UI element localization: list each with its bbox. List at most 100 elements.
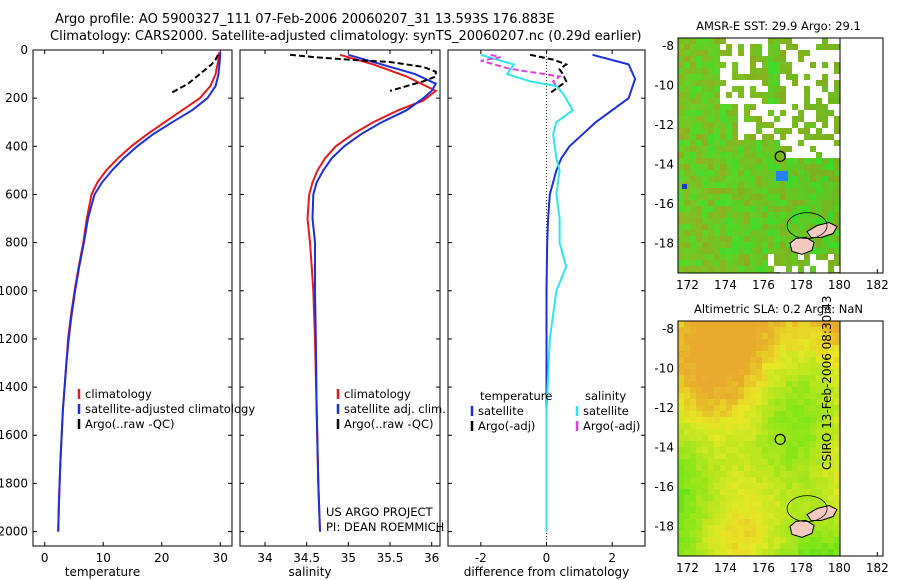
- sst-map-cell: [816, 182, 822, 188]
- sst-map-cell: [798, 80, 804, 86]
- sla-map-cell: [690, 411, 696, 417]
- sst-map-cell: [744, 86, 750, 92]
- sst-map-cell: [702, 44, 708, 50]
- sla-map-cell: [732, 471, 738, 477]
- sla-map-cell: [828, 333, 834, 339]
- sst-map-cell: [690, 182, 696, 188]
- sla-map-cell: [828, 429, 834, 435]
- sla-map-cell: [684, 387, 690, 393]
- sla-map-ytick-label: -14: [654, 440, 674, 454]
- sst-map-cell: [816, 116, 822, 122]
- sla-map-cell: [702, 429, 708, 435]
- sla-map-cell: [684, 489, 690, 495]
- sla-map-cell: [834, 531, 840, 537]
- sla-map-cell: [798, 369, 804, 375]
- sla-map-cell: [786, 501, 792, 507]
- sla-map-cell: [756, 411, 762, 417]
- sla-map-cell: [780, 531, 786, 537]
- sst-map-cell: [744, 236, 750, 242]
- sst-map-cell: [834, 164, 840, 170]
- sla-map-cell: [750, 345, 756, 351]
- sla-map-cell: [768, 399, 774, 405]
- sla-map-cell: [738, 327, 744, 333]
- sst-map-cell: [690, 266, 696, 272]
- sst-map-cell: [828, 266, 834, 272]
- sla-map-cell: [684, 417, 690, 423]
- sla-map-cell: [822, 489, 828, 495]
- sla-map-cell: [678, 441, 684, 447]
- sst-map-cell: [828, 104, 834, 110]
- sst-map-cell: [750, 242, 756, 248]
- sst-map-cell: [726, 254, 732, 260]
- sst-map-cell: [714, 266, 720, 272]
- sla-map-cell: [786, 393, 792, 399]
- sla-map-cell: [810, 429, 816, 435]
- sst-map-cell: [780, 140, 786, 146]
- sla-map-cell: [750, 333, 756, 339]
- sst-map-cell: [810, 206, 816, 212]
- sst-map-cell: [780, 44, 786, 50]
- sst-map-cell: [744, 206, 750, 212]
- sst-map-cell: [780, 230, 786, 236]
- sla-map-cell: [762, 453, 768, 459]
- sla-map-cell: [714, 435, 720, 441]
- sst-map-cell: [690, 104, 696, 110]
- sla-map-cell: [702, 537, 708, 543]
- sla-map-cell: [678, 471, 684, 477]
- sst-map-cell: [768, 110, 774, 116]
- sst-map-cell: [690, 86, 696, 92]
- sst-map-cell: [792, 98, 798, 104]
- sst-map-cell: [804, 92, 810, 98]
- sst-map-cell: [696, 44, 702, 50]
- sst-map-cell: [828, 182, 834, 188]
- sst-map-cell: [726, 266, 732, 272]
- sst-map-cell: [774, 158, 780, 164]
- temperature-xtick-label: 0: [41, 551, 49, 565]
- sst-map-cell: [720, 152, 726, 158]
- sla-map-cell: [774, 405, 780, 411]
- sla-map-cell: [702, 363, 708, 369]
- sst-map-cell: [708, 110, 714, 116]
- sla-map-cell: [768, 375, 774, 381]
- sla-map-cell: [774, 477, 780, 483]
- sst-map-cell: [732, 182, 738, 188]
- sst-map-cell: [696, 182, 702, 188]
- sst-map-cell: [696, 170, 702, 176]
- sla-map-cell: [696, 537, 702, 543]
- sst-map-ytick-label: -16: [654, 197, 674, 211]
- sla-map-cell: [798, 339, 804, 345]
- sla-map-cell: [768, 471, 774, 477]
- sla-map-cell: [750, 495, 756, 501]
- sst-map-cell: [678, 152, 684, 158]
- sst-map-cell: [690, 254, 696, 260]
- sst-map-cell: [690, 146, 696, 152]
- sst-map-cell: [678, 56, 684, 62]
- sla-map-cell: [750, 399, 756, 405]
- sla-map-cell: [786, 399, 792, 405]
- sla-map-cell: [798, 321, 804, 327]
- sst-map-cell: [726, 110, 732, 116]
- sst-map-cell: [792, 152, 798, 158]
- sst-map-cell: [702, 122, 708, 128]
- sla-map-cell: [756, 489, 762, 495]
- sla-map-cell: [696, 423, 702, 429]
- sst-map-cell: [720, 140, 726, 146]
- sst-map-cell: [726, 218, 732, 224]
- sla-map-cell: [678, 531, 684, 537]
- salinity-legend-label: climatology: [344, 387, 411, 401]
- sst-map-cell: [780, 56, 786, 62]
- sst-map-cell: [690, 218, 696, 224]
- sla-map-cell: [768, 351, 774, 357]
- sla-map-cell: [792, 507, 798, 513]
- sst-map-cell: [780, 194, 786, 200]
- sst-map-cell: [774, 140, 780, 146]
- sla-map-cell: [732, 423, 738, 429]
- sst-map-cell: [768, 242, 774, 248]
- sst-map-cell: [798, 122, 804, 128]
- sst-map-cell: [834, 110, 840, 116]
- sst-map-cell: [786, 134, 792, 140]
- sst-map-cell: [702, 260, 708, 266]
- sst-map-cell: [696, 230, 702, 236]
- sla-map-cell: [732, 393, 738, 399]
- sst-map-cell: [822, 146, 828, 152]
